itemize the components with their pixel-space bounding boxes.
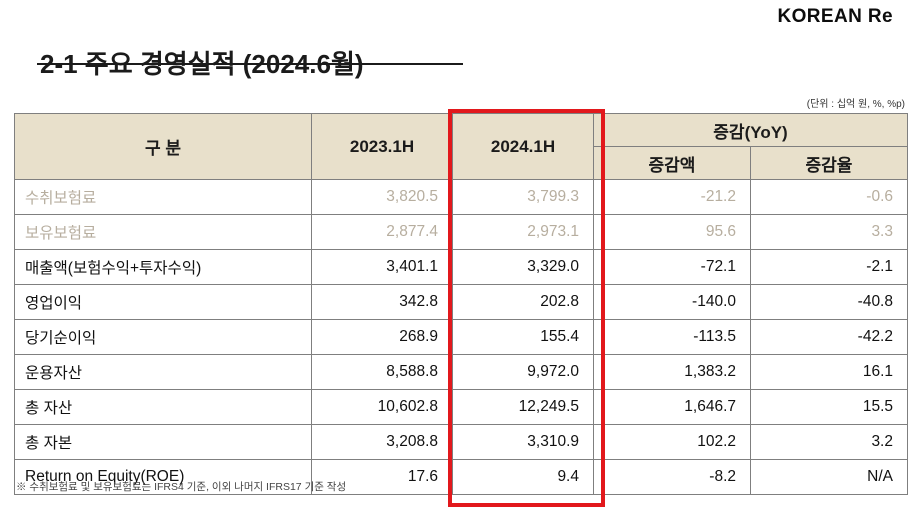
yoy-rate-value: N/A xyxy=(750,459,908,495)
value-2024-1h: 155.4 xyxy=(452,319,594,355)
row-label: Return on Equity(ROE) xyxy=(14,459,312,495)
table-row: 당기순이익 268.9 155.4 -113.5 -42.2 xyxy=(14,319,908,355)
value-2024-1h: 9.4 xyxy=(452,459,594,495)
row-label: 총 자산 xyxy=(14,389,312,425)
table-header-row-2: 증감액 증감율 xyxy=(15,146,908,180)
value-2024-1h: 202.8 xyxy=(452,284,594,320)
row-label: 영업이익 xyxy=(14,284,312,320)
yoy-amount-value: 1,646.7 xyxy=(593,389,751,425)
yoy-rate-value: -42.2 xyxy=(750,319,908,355)
header-2024-1h: 2024.1H xyxy=(452,113,594,180)
yoy-rate-value: 3.2 xyxy=(750,424,908,460)
header-yoy-group: 증감(YoY) xyxy=(593,113,908,147)
row-label: 수취보험료 xyxy=(14,179,312,215)
footnote: ※ 수취보험료 및 보유보험료는 IFRS4 기준, 이외 나머지 IFRS17… xyxy=(16,481,347,493)
yoy-amount-value: -8.2 xyxy=(593,459,751,495)
yoy-amount-value: -113.5 xyxy=(593,319,751,355)
value-2023-1h: 342.8 xyxy=(311,284,453,320)
header-2023-1h: 2023.1H xyxy=(311,113,453,180)
table-row: 매출액(보험수익+투자수익) 3,401.1 3,329.0 -72.1 -2.… xyxy=(14,249,908,285)
yoy-rate-value: -2.1 xyxy=(750,249,908,285)
yoy-amount-value: 95.6 xyxy=(593,214,751,250)
table-row: 영업이익 342.8 202.8 -140.0 -40.8 xyxy=(14,284,908,320)
header-category: 구 분 xyxy=(14,113,312,180)
unit-note: (단위 : 십억 원, %, %p) xyxy=(806,99,905,110)
table-row: 운용자산 8,588.8 9,972.0 1,383.2 16.1 xyxy=(14,354,908,390)
value-2024-1h: 3,329.0 xyxy=(452,249,594,285)
yoy-amount-value: -140.0 xyxy=(593,284,751,320)
value-2023-1h: 3,208.8 xyxy=(311,424,453,460)
table-row: 수취보험료 3,820.5 3,799.3 -21.2 -0.6 xyxy=(14,179,908,215)
yoy-amount-value: 102.2 xyxy=(593,424,751,460)
value-2024-1h: 2,973.1 xyxy=(452,214,594,250)
value-2024-1h: 12,249.5 xyxy=(452,389,594,425)
value-2024-1h: 3,310.9 xyxy=(452,424,594,460)
table-row: 총 자산 10,602.8 12,249.5 1,646.7 15.5 xyxy=(14,389,908,425)
value-2023-1h: 3,820.5 xyxy=(311,179,453,215)
yoy-amount-value: -21.2 xyxy=(593,179,751,215)
yoy-rate-value: 15.5 xyxy=(750,389,908,425)
table-row: 보유보험료 2,877.4 2,973.1 95.6 3.3 xyxy=(14,214,908,250)
title-underline xyxy=(37,63,463,65)
value-2023-1h: 17.6 xyxy=(311,459,453,495)
table-container: 구 분 2023.1H 2024.1H 증감(YoY) 증감액 증감율 수취보험… xyxy=(14,109,908,507)
row-label: 운용자산 xyxy=(14,354,312,390)
value-2023-1h: 10,602.8 xyxy=(311,389,453,425)
table-header-row-1: 구 분 2023.1H 2024.1H 증감(YoY) xyxy=(14,113,908,180)
performance-table: 구 분 2023.1H 2024.1H 증감(YoY) 증감액 증감율 수취보험… xyxy=(14,113,908,495)
header-yoy-rate: 증감율 xyxy=(750,146,908,180)
yoy-rate-value: 3.3 xyxy=(750,214,908,250)
row-label: 보유보험료 xyxy=(14,214,312,250)
yoy-rate-value: 16.1 xyxy=(750,354,908,390)
table-row: Return on Equity(ROE) 17.6 9.4 -8.2 N/A xyxy=(14,459,908,495)
header-yoy-amount: 증감액 xyxy=(593,146,751,180)
row-label: 총 자본 xyxy=(14,424,312,460)
yoy-rate-value: -40.8 xyxy=(750,284,908,320)
value-2024-1h: 9,972.0 xyxy=(452,354,594,390)
value-2023-1h: 268.9 xyxy=(311,319,453,355)
yoy-rate-value: -0.6 xyxy=(750,179,908,215)
row-label: 매출액(보험수익+투자수익) xyxy=(14,249,312,285)
value-2023-1h: 8,588.8 xyxy=(311,354,453,390)
value-2023-1h: 2,877.4 xyxy=(311,214,453,250)
yoy-amount-value: 1,383.2 xyxy=(593,354,751,390)
value-2023-1h: 3,401.1 xyxy=(311,249,453,285)
korean-re-logo: KOREAN Re xyxy=(777,6,893,27)
value-2024-1h: 3,799.3 xyxy=(452,179,594,215)
table-row: 총 자본 3,208.8 3,310.9 102.2 3.2 xyxy=(14,424,908,460)
row-label: 당기순이익 xyxy=(14,319,312,355)
yoy-amount-value: -72.1 xyxy=(593,249,751,285)
